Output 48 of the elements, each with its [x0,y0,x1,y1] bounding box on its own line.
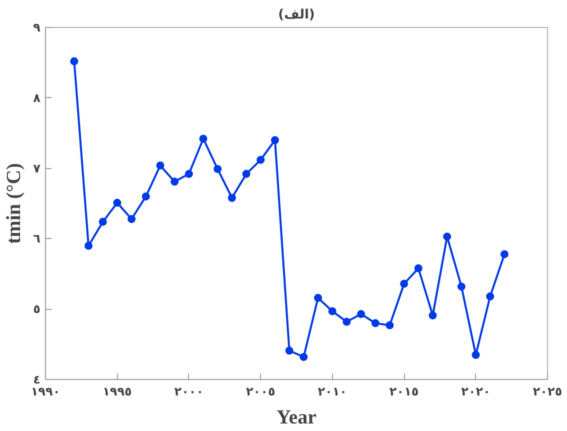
y-tick-label: ٨ [33,90,42,105]
point [357,310,366,318]
point [342,318,351,326]
point [500,250,508,258]
point [472,350,480,359]
chart-title: (الف) [278,8,315,22]
y-tick-label: ٧ [33,161,42,176]
point [128,214,136,223]
point [400,280,408,288]
point [371,319,380,328]
point [486,292,494,300]
point [457,282,466,291]
y-tick-label: ٤ [33,372,41,386]
point [270,136,279,144]
y-tick-label: ٥ [33,302,41,316]
point [228,194,236,202]
point [70,57,78,66]
x-tick-label: ٢٠١٥ [389,384,419,398]
y-axis-title: tmin (°C) [3,163,26,244]
x-tick-label: ٢٠٠٠ [174,384,204,398]
point [84,242,93,250]
point [156,161,164,170]
x-axis-title: Year [276,406,317,428]
point [300,352,308,361]
x-tick-label: ٢٠٠٥ [246,384,276,398]
point [113,198,122,207]
point [443,232,452,241]
point [256,156,265,164]
point [386,321,394,330]
point [142,192,150,200]
point [414,264,422,272]
point [214,165,222,173]
point [328,307,336,316]
y-tick-label: ٦ [33,232,41,246]
x-tick-label: ٢٠٢٥ [532,384,562,398]
point [184,170,193,178]
x-tick-label: ١٩٩٠ [30,384,60,398]
point [98,218,107,226]
point [285,346,294,355]
x-tick-label: ٢٠١٠ [318,384,348,398]
y-tick-label: ٩ [33,20,42,34]
x-tick-label: ٢٠٢٠ [461,384,490,398]
point [199,134,208,143]
point [170,178,179,186]
x-tick-label: ١٩٩٥ [102,384,132,398]
point [428,311,437,320]
point [242,170,250,178]
point [314,294,322,302]
